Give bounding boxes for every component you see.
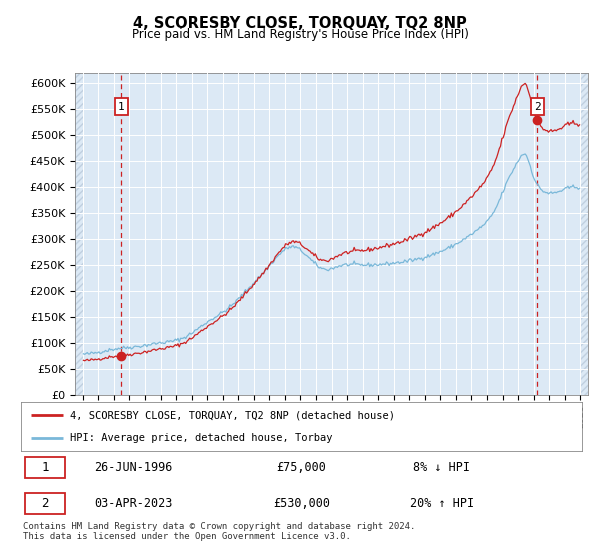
- Bar: [580, 73, 588, 395]
- Text: HPI: Average price, detached house, Torbay: HPI: Average price, detached house, Torb…: [70, 433, 333, 444]
- Bar: [75, 73, 83, 395]
- Text: 03-APR-2023: 03-APR-2023: [94, 497, 172, 510]
- Text: Price paid vs. HM Land Registry's House Price Index (HPI): Price paid vs. HM Land Registry's House …: [131, 28, 469, 41]
- Text: 4, SCORESBY CLOSE, TORQUAY, TQ2 8NP (detached house): 4, SCORESBY CLOSE, TORQUAY, TQ2 8NP (det…: [70, 410, 395, 421]
- Text: £75,000: £75,000: [277, 461, 326, 474]
- Text: 2: 2: [41, 497, 49, 510]
- Text: 1: 1: [41, 461, 49, 474]
- Text: 26-JUN-1996: 26-JUN-1996: [94, 461, 172, 474]
- Text: 8% ↓ HPI: 8% ↓ HPI: [413, 461, 470, 474]
- FancyBboxPatch shape: [25, 457, 65, 478]
- Text: 20% ↑ HPI: 20% ↑ HPI: [410, 497, 474, 510]
- Text: 4, SCORESBY CLOSE, TORQUAY, TQ2 8NP: 4, SCORESBY CLOSE, TORQUAY, TQ2 8NP: [133, 16, 467, 31]
- Text: £530,000: £530,000: [273, 497, 330, 510]
- Text: Contains HM Land Registry data © Crown copyright and database right 2024.
This d: Contains HM Land Registry data © Crown c…: [23, 522, 415, 542]
- Text: 1: 1: [118, 101, 125, 111]
- Text: 2: 2: [534, 101, 541, 111]
- FancyBboxPatch shape: [25, 493, 65, 515]
